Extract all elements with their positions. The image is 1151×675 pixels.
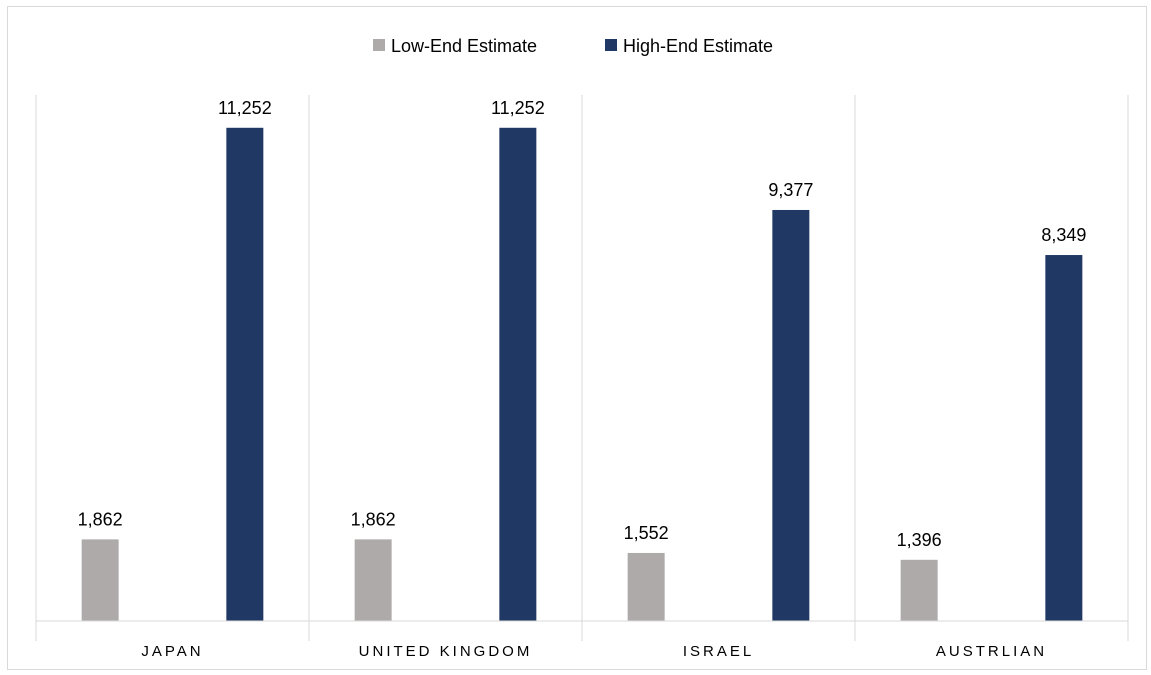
- legend-swatch-low: [373, 39, 385, 51]
- legend-label-low: Low-End Estimate: [391, 36, 537, 56]
- data-label-low: 1,862: [78, 509, 123, 529]
- data-label-high: 11,252: [491, 98, 545, 118]
- x-tick-label: ISRAEL: [683, 643, 754, 660]
- data-label-high: 8,349: [1041, 225, 1086, 245]
- data-label-high: 11,252: [218, 98, 272, 118]
- x-tick-label: JAPAN: [141, 643, 203, 660]
- bar-low: [627, 552, 665, 621]
- legend: Low-End Estimate High-End Estimate: [373, 36, 773, 56]
- bar-high: [1045, 255, 1083, 621]
- legend-label-high: High-End Estimate: [623, 36, 773, 56]
- data-labels: 1,862 11,252 1,862 11,252 1,552 9,377 1,396 8,3…: [78, 98, 1087, 550]
- bar-low: [81, 539, 119, 621]
- data-label-low: 1,552: [624, 523, 669, 543]
- x-tick-label: UNITED KINGDOM: [359, 643, 533, 660]
- data-label-low: 1,396: [897, 530, 942, 550]
- x-axis: JAPAN UNITED KINGDOM ISRAEL AUSTRLIAN: [36, 620, 1128, 660]
- chart-frame: [7, 6, 1147, 670]
- bar-high: [226, 127, 264, 622]
- legend-swatch-high: [605, 39, 617, 51]
- bar-high: [772, 209, 810, 621]
- bars: [81, 127, 1083, 622]
- data-label-low: 1,862: [351, 509, 396, 529]
- data-label-high: 9,377: [768, 180, 813, 200]
- bar-low: [900, 559, 938, 621]
- bar-low: [354, 539, 392, 621]
- bar-high: [499, 127, 537, 622]
- x-tick-label: AUSTRLIAN: [936, 643, 1047, 660]
- category-separators: [35, 95, 1129, 641]
